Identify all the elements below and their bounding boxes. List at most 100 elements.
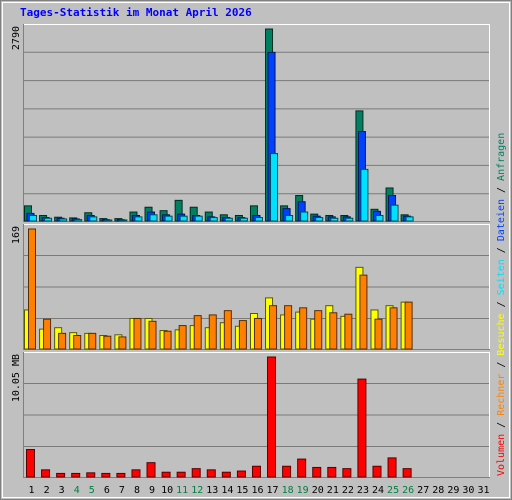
bar-rechner-day-21 <box>329 312 338 350</box>
bar-seiten-day-22 <box>345 217 354 222</box>
x-tick-label-2: 2 <box>44 485 50 496</box>
bar-rechner-day-25 <box>389 307 398 350</box>
bar-rechner-day-26 <box>404 301 413 350</box>
x-tick-label-25: 25 <box>387 485 399 496</box>
x-tick-label-17: 17 <box>267 485 279 496</box>
bar-volumen-day-8 <box>131 469 141 478</box>
bar-rechner-day-11 <box>178 325 187 350</box>
bar-seiten-day-10 <box>164 215 173 222</box>
bar-seiten-day-13 <box>209 217 218 222</box>
bar-volumen-day-15 <box>236 470 246 478</box>
x-tick-label-15: 15 <box>236 485 248 496</box>
bar-volumen-day-2 <box>41 469 51 478</box>
x-tick-label-21: 21 <box>327 485 339 496</box>
x-tick-label-1: 1 <box>29 485 35 496</box>
bar-seiten-day-25 <box>390 204 399 222</box>
bar-rechner-day-15 <box>238 320 247 350</box>
bar-seiten-day-4 <box>74 219 83 222</box>
bar-rechner-day-8 <box>133 317 142 350</box>
x-tick-label-20: 20 <box>312 485 324 496</box>
y-max-label: 169 <box>11 226 22 244</box>
bar-seiten-day-5 <box>89 216 98 222</box>
bar-rechner-day-9 <box>148 320 157 350</box>
x-tick-label-4: 4 <box>74 485 80 496</box>
bar-rechner-day-5 <box>88 332 97 350</box>
legend-separator: / <box>496 295 507 313</box>
bar-rechner-day-18 <box>284 305 293 350</box>
bar-rechner-day-22 <box>344 313 353 350</box>
bar-seiten-day-1 <box>29 214 37 222</box>
bar-volumen-day-5 <box>86 472 96 478</box>
x-tick-label-6: 6 <box>104 485 110 496</box>
bar-seiten-day-15 <box>239 217 248 222</box>
bar-rechner-day-23 <box>359 274 368 350</box>
bar-rechner-day-24 <box>374 318 383 350</box>
bar-rechner-day-17 <box>269 305 278 350</box>
x-tick-label-23: 23 <box>357 485 369 496</box>
bar-volumen-day-17 <box>267 356 277 478</box>
bar-seiten-day-2 <box>44 217 53 222</box>
y-max-label: 10.05 MB <box>11 354 22 402</box>
bar-rechner-day-13 <box>208 314 217 350</box>
bar-volumen-day-7 <box>116 472 126 478</box>
bar-seiten-day-20 <box>315 217 324 222</box>
bar-seiten-day-8 <box>134 216 143 222</box>
bar-seiten-day-7 <box>119 219 128 222</box>
bar-volumen-day-9 <box>146 462 156 478</box>
legend: Volumen / Rechner / Besuche / Seiten / D… <box>496 133 507 476</box>
chart-title: Tages-Statistik im Monat April 2026 <box>20 6 252 19</box>
bar-seiten-day-12 <box>194 215 203 222</box>
x-tick-label-31: 31 <box>477 485 489 496</box>
bar-seiten-day-14 <box>224 217 233 222</box>
bar-seiten-day-19 <box>300 211 309 222</box>
bar-volumen-day-24 <box>372 465 382 478</box>
x-tick-label-24: 24 <box>372 485 384 496</box>
bar-volumen-day-26 <box>402 468 412 478</box>
bar-rechner-day-12 <box>193 315 202 350</box>
x-tick-label-29: 29 <box>447 485 459 496</box>
bar-rechner-day-3 <box>58 332 67 350</box>
legend-separator: / <box>496 416 507 434</box>
bar-seiten-day-26 <box>405 216 414 222</box>
legend-item-rechner: Rechner <box>496 374 507 416</box>
bar-volumen-day-22 <box>342 468 352 478</box>
bar-rechner-day-14 <box>223 310 232 350</box>
bar-rechner-day-2 <box>43 318 52 350</box>
legend-separator: / <box>496 181 507 199</box>
bar-volumen-day-1 <box>26 449 35 478</box>
x-tick-label-19: 19 <box>297 485 309 496</box>
bar-volumen-day-11 <box>176 471 186 478</box>
x-tick-label-18: 18 <box>282 485 294 496</box>
bar-seiten-day-18 <box>285 214 294 222</box>
x-tick-label-26: 26 <box>402 485 414 496</box>
bar-rechner-day-6 <box>103 335 112 350</box>
x-tick-label-7: 7 <box>119 485 125 496</box>
x-tick-label-22: 22 <box>342 485 354 496</box>
bar-rechner-day-4 <box>73 335 82 350</box>
bar-rechner-day-16 <box>253 317 262 350</box>
bar-seiten-day-21 <box>330 217 339 222</box>
bar-volumen-day-3 <box>56 472 66 478</box>
bar-volumen-day-19 <box>297 458 307 478</box>
x-tick-label-12: 12 <box>191 485 203 496</box>
bar-seiten-day-17 <box>270 153 279 222</box>
x-tick-label-10: 10 <box>161 485 173 496</box>
x-tick-label-30: 30 <box>462 485 474 496</box>
legend-text: Volumen / Rechner / Besuche / Seiten / D… <box>496 133 507 476</box>
panel-1: 2790 <box>11 24 490 222</box>
bar-seiten-day-23 <box>360 168 369 222</box>
x-tick-label-5: 5 <box>89 485 95 496</box>
bar-seiten-day-9 <box>149 214 158 222</box>
bar-volumen-day-23 <box>357 378 367 478</box>
bar-volumen-day-12 <box>191 468 201 478</box>
bar-rechner-day-10 <box>163 330 172 350</box>
y-max-label: 2790 <box>11 26 22 50</box>
bar-volumen-day-20 <box>312 466 322 478</box>
bar-seiten-day-6 <box>104 219 113 222</box>
bar-seiten-day-16 <box>254 217 263 222</box>
legend-item-anfragen: Anfragen <box>496 133 507 181</box>
bar-seiten-day-11 <box>179 215 188 222</box>
